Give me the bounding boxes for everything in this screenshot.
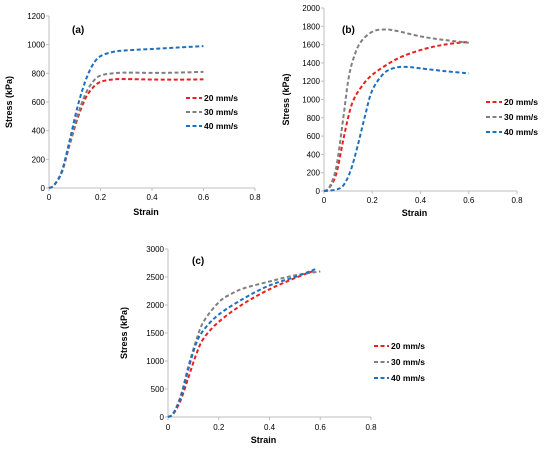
legend-label: 30 mm/s	[391, 357, 425, 367]
y-tick-label: 2000	[146, 301, 164, 310]
y-tick-label: 1000	[302, 96, 320, 105]
panel-label: (a)	[72, 25, 84, 36]
series-line-30-mm-s	[48, 70, 204, 189]
y-tick-label: 800	[32, 69, 46, 78]
x-tick-label: 0.6	[198, 193, 210, 202]
y-tick-label: 1600	[302, 41, 320, 50]
y-axis-title: Stress (kPa)	[119, 307, 129, 359]
y-tick-label: 1000	[146, 357, 164, 366]
series-line-30-mm-s	[323, 28, 469, 192]
series-line-40-mm-s	[323, 65, 469, 192]
y-axis-title: Stress (kPa)	[4, 76, 14, 128]
x-tick-label: 0.4	[264, 423, 276, 432]
y-tick-label: 200	[307, 169, 321, 178]
y-tick-label: 200	[32, 155, 46, 164]
y-tick-label: 3000	[146, 245, 164, 254]
series-line-20-mm-s	[323, 40, 469, 192]
series-line-20-mm-s	[167, 269, 316, 418]
x-tick-label: 0.6	[463, 196, 475, 205]
y-tick-label: 0	[316, 187, 321, 196]
x-tick-label: 0.6	[315, 423, 327, 432]
y-tick-label: 600	[32, 98, 46, 107]
x-tick-label: 0	[166, 423, 171, 432]
y-tick-label: 1500	[146, 329, 164, 338]
x-axis-title: Strain	[402, 208, 428, 218]
y-tick-label: 2000	[302, 4, 320, 13]
legend-label: 40 mm/s	[204, 121, 238, 131]
y-tick-label: 400	[307, 150, 321, 159]
y-tick-label: 800	[307, 114, 321, 123]
y-tick-label: 400	[32, 127, 46, 136]
legend-label: 40 mm/s	[391, 373, 425, 383]
panel-label: (b)	[342, 25, 355, 36]
chart-panel-0: 0 200 400 600 800 1000 1200 0 0.2 0.4 0.6 0.8 Strain…	[4, 12, 261, 217]
x-tick-label: 0.8	[365, 423, 377, 432]
x-axis-title: Strain	[251, 435, 277, 445]
y-tick-label: 0	[41, 184, 46, 193]
legend-label: 30 mm/s	[204, 107, 238, 117]
y-tick-label: 0	[160, 413, 165, 422]
x-tick-label: 0.8	[511, 196, 523, 205]
series-line-30-mm-s	[167, 270, 321, 418]
y-tick-label: 1800	[302, 22, 320, 31]
x-tick-label: 0.2	[95, 193, 107, 202]
y-tick-label: 1000	[27, 41, 45, 50]
y-tick-label: 600	[307, 132, 321, 141]
x-tick-label: 0.8	[249, 193, 261, 202]
y-tick-label: 1400	[302, 59, 320, 68]
panel-label: (c)	[192, 256, 204, 267]
series-line-40-mm-s	[48, 45, 204, 189]
legend-label: 20 mm/s	[391, 341, 425, 351]
x-tick-label: 0	[47, 193, 52, 202]
y-tick-label: 500	[151, 385, 165, 394]
legend-label: 20 mm/s	[204, 93, 238, 103]
x-axis-title: Strain	[133, 207, 159, 217]
y-tick-label: 1200	[27, 12, 45, 21]
x-tick-label: 0.2	[367, 196, 379, 205]
legend-label: 40 mm/s	[504, 127, 538, 137]
x-tick-label: 0.4	[146, 193, 158, 202]
y-tick-label: 1200	[302, 77, 320, 86]
series-line-40-mm-s	[167, 268, 316, 418]
chart-panel-2: 0 500 1000 1500 2000 2500 3000 0 0.2 0.4 0.6 0.8 Str…	[119, 245, 425, 445]
y-tick-label: 2500	[146, 273, 164, 282]
x-tick-label: 0	[322, 196, 327, 205]
x-tick-label: 0.2	[213, 423, 225, 432]
y-axis-title: Stress (kPa)	[281, 73, 291, 125]
x-tick-label: 0.4	[415, 196, 427, 205]
chart-panel-1: 0 200 400 600 800 1000 1200 1400 1600 1800 2000 0 0.…	[281, 4, 538, 218]
legend-label: 30 mm/s	[504, 112, 538, 122]
legend-label: 20 mm/s	[504, 97, 538, 107]
